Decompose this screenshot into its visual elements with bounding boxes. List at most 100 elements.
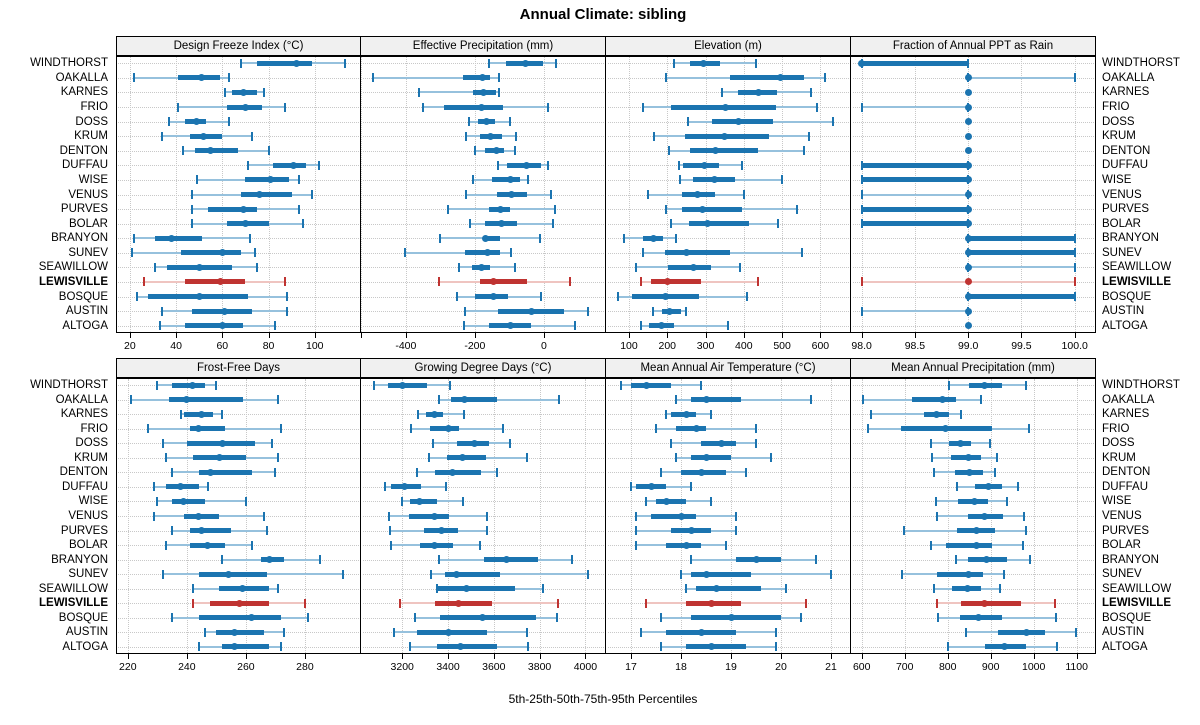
axis-tick xyxy=(861,333,863,338)
whisker-cap-low xyxy=(398,598,401,608)
whisker-cap-high xyxy=(509,438,512,448)
whisker-cap-low xyxy=(428,453,430,463)
whisker-cap-low xyxy=(182,146,185,156)
median-dot xyxy=(239,88,247,96)
median-dot xyxy=(506,322,514,330)
whisker-cap-low xyxy=(239,58,242,68)
row-label-left: AUSTIN xyxy=(65,626,108,639)
median-dot xyxy=(198,74,206,82)
iqr-bar xyxy=(686,644,746,650)
median-dot xyxy=(454,599,462,607)
row-label-left: SEAWILLOW xyxy=(38,582,108,595)
row-label-right: AUSTIN xyxy=(1102,305,1145,318)
panel-strip: Fraction of Annual PPT as Rain xyxy=(850,36,1096,56)
median-dot xyxy=(477,263,485,271)
whisker-cap-high xyxy=(444,482,447,492)
whisker-cap-low xyxy=(464,306,467,316)
median-dot xyxy=(964,307,972,315)
axis-tick-label: 99.0 xyxy=(957,340,979,352)
median-dot xyxy=(506,176,514,184)
axis-tick-label: 17 xyxy=(625,661,637,673)
whisker-cap-low xyxy=(630,482,632,492)
iqr-bar xyxy=(861,177,969,183)
median-dot xyxy=(964,263,972,271)
whisker-cap-low xyxy=(639,277,642,287)
gridline-h xyxy=(118,77,359,79)
gridline-h xyxy=(118,385,359,387)
whisker-cap-low xyxy=(617,292,620,302)
whisker-cap-high xyxy=(262,511,265,521)
whisker-cap-high xyxy=(280,424,283,434)
iqr-bar xyxy=(185,279,246,285)
row-label-right: WINDTHORST xyxy=(1102,57,1180,70)
whisker-cap-high xyxy=(675,233,678,243)
whisker-cap-high xyxy=(1027,424,1030,434)
whisker-cap-low xyxy=(902,526,905,536)
axis-tick xyxy=(782,333,784,338)
iqr-bar xyxy=(968,235,1075,241)
gridline-h xyxy=(363,63,604,65)
axis-tick-label: 600 xyxy=(852,661,871,673)
iqr-bar xyxy=(446,455,486,461)
whisker-cap-low xyxy=(862,395,865,405)
row-label-right: BOSQUE xyxy=(1102,611,1152,624)
whisker-cap-high xyxy=(250,540,253,550)
panel-strip: Mean Annual Air Temperature (°C) xyxy=(605,358,851,378)
row-label-right: DOSS xyxy=(1102,115,1135,128)
iqr-bar xyxy=(631,382,671,388)
whisker-cap-high xyxy=(265,526,268,536)
axis-tick xyxy=(402,654,404,659)
whisker-cap-high xyxy=(496,467,499,477)
whisker-cap-high xyxy=(255,262,258,272)
iqr-bar xyxy=(216,629,264,635)
whisker-cap-low xyxy=(937,613,940,623)
row-label-right: BOLAR xyxy=(1102,539,1141,552)
median-dot xyxy=(964,103,972,111)
row-label-right: DENTON xyxy=(1102,144,1151,157)
axis-tick-label: 3200 xyxy=(390,661,414,673)
axis-tick xyxy=(947,654,949,659)
median-dot xyxy=(490,293,498,301)
median-dot xyxy=(486,132,494,140)
whisker-cap-high xyxy=(1005,496,1008,506)
axis-tick-label: 20 xyxy=(775,661,787,673)
iqr-bar xyxy=(682,206,742,212)
axis-tick xyxy=(820,333,822,338)
median-dot xyxy=(964,132,972,140)
median-dot xyxy=(658,322,666,330)
whisker-cap-low xyxy=(685,584,687,594)
whisker-cap-low xyxy=(191,204,194,214)
gridline-h xyxy=(853,92,1094,94)
axis-tick-label: 100.0 xyxy=(1061,340,1088,352)
whisker-cap-low xyxy=(675,453,677,463)
median-dot xyxy=(241,220,249,228)
median-dot xyxy=(973,527,981,535)
row-label-left: OAKALLA xyxy=(55,393,108,406)
median-dot xyxy=(964,161,972,169)
median-dot xyxy=(661,293,669,301)
median-dot xyxy=(478,74,486,82)
axis-tick-label: 400 xyxy=(735,340,753,352)
whisker-line xyxy=(439,398,560,401)
whisker-cap-high xyxy=(742,190,745,199)
whisker-cap-low xyxy=(645,598,647,608)
whisker-cap-low xyxy=(438,555,441,565)
whisker-cap-high xyxy=(541,584,544,594)
iqr-bar xyxy=(194,148,239,154)
median-dot xyxy=(167,234,175,242)
axis-tick-label: 4000 xyxy=(573,661,598,673)
whisker-cap-high xyxy=(777,219,780,229)
whisker-cap-low xyxy=(620,380,622,390)
axis-tick xyxy=(1076,654,1078,659)
axis-tick xyxy=(222,333,224,338)
whisker-cap-low xyxy=(860,102,863,112)
gridline-h xyxy=(853,209,1094,211)
axis-tick-label: 300 xyxy=(696,340,715,352)
median-dot xyxy=(717,439,725,447)
axis-tick-label: 98.5 xyxy=(904,340,926,352)
median-dot xyxy=(664,278,672,286)
axis-tick xyxy=(628,333,630,338)
whisker-cap-high xyxy=(1056,642,1059,652)
median-dot xyxy=(754,88,762,96)
whisker-cap-high xyxy=(1073,277,1076,287)
